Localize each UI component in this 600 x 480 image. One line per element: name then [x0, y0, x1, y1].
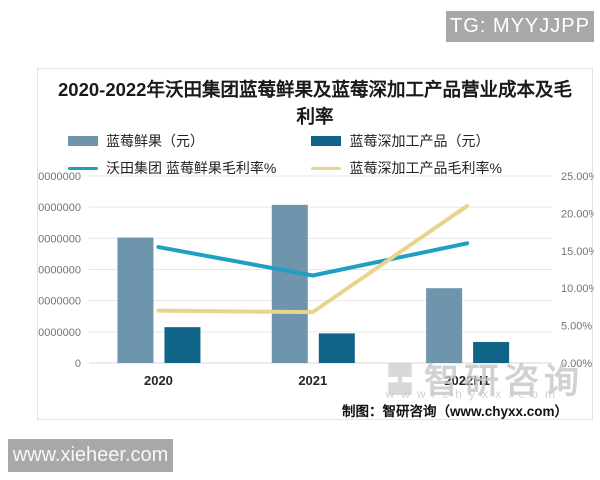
chart-credit: 制图：智研咨询（www.chyxx.com）: [341, 404, 568, 419]
right-axis-tick: 25.00%: [561, 171, 594, 183]
legend-item-processed-margin-line: 蓝莓深加工产品毛利率%: [311, 158, 586, 178]
left-axis-tick: 60000000: [38, 265, 81, 277]
legend-label: 蓝莓鲜果（元）: [106, 133, 204, 149]
x-axis-label: 2022H1: [444, 373, 490, 388]
right-axis-tick: 15.00%: [561, 246, 594, 258]
legend-swatch-icon: [68, 166, 98, 170]
bar: [318, 333, 355, 363]
right-axis-tick: 0.00%: [561, 358, 592, 370]
chart-canvas: 0 20000000 40000000 60000000 80000000 1000000…: [38, 171, 594, 388]
right-axis-tick: 5.00%: [561, 321, 592, 333]
legend-item-fresh-fruit-margin-line: 沃田集团 蓝莓鲜果毛利率%: [68, 158, 311, 178]
chart-legend: 蓝莓鲜果（元） 蓝莓深加工产品（元） 沃田集团 蓝莓鲜果毛利率% 蓝莓深加工产品…: [68, 131, 586, 178]
left-axis-tick: 100000000: [38, 202, 81, 214]
legend-label: 蓝莓深加工产品（元）: [349, 133, 490, 149]
left-axis-tick: 120000000: [38, 171, 81, 183]
legend-swatch-icon: [311, 136, 342, 146]
legend-swatch-icon: [68, 136, 98, 146]
tg-contact-badge: TG: MYYJJPP: [446, 11, 594, 42]
x-axis-label: 2021: [298, 373, 327, 388]
url-watermark: www.chyxx.com: [385, 387, 562, 401]
bar: [426, 288, 463, 363]
legend-swatch-icon: [311, 166, 342, 170]
left-axis-tick: 40000000: [38, 296, 81, 308]
legend-label: 沃田集团 蓝莓鲜果毛利率%: [106, 160, 277, 176]
legend-item-processed-bar: 蓝莓深加工产品（元）: [311, 131, 586, 151]
left-axis-tick: 20000000: [38, 327, 81, 339]
bar: [117, 237, 154, 363]
chart-title: 2020-2022年沃田集团蓝莓鲜果及蓝莓深加工产品营业成本及毛利率: [58, 79, 572, 127]
bar: [271, 204, 308, 363]
legend-label: 蓝莓深加工产品毛利率%: [349, 160, 502, 176]
chart-card: 2020-2022年沃田集团蓝莓鲜果及蓝莓深加工产品营业成本及毛利率 蓝莓鲜果（…: [37, 68, 594, 420]
legend-item-fresh-fruit-bar: 蓝莓鲜果（元）: [68, 131, 311, 151]
right-axis-tick: 10.00%: [561, 283, 594, 295]
line-series: [156, 241, 470, 278]
right-axis-tick: 20.00%: [561, 208, 594, 220]
left-axis-tick: 0: [75, 358, 81, 370]
site-watermark-badge: www.xieheer.com: [8, 439, 173, 472]
bar: [473, 341, 510, 363]
left-axis-tick: 80000000: [38, 233, 81, 245]
bar: [164, 327, 201, 363]
line-series: [156, 203, 470, 315]
x-axis-label: 2020: [144, 373, 173, 388]
